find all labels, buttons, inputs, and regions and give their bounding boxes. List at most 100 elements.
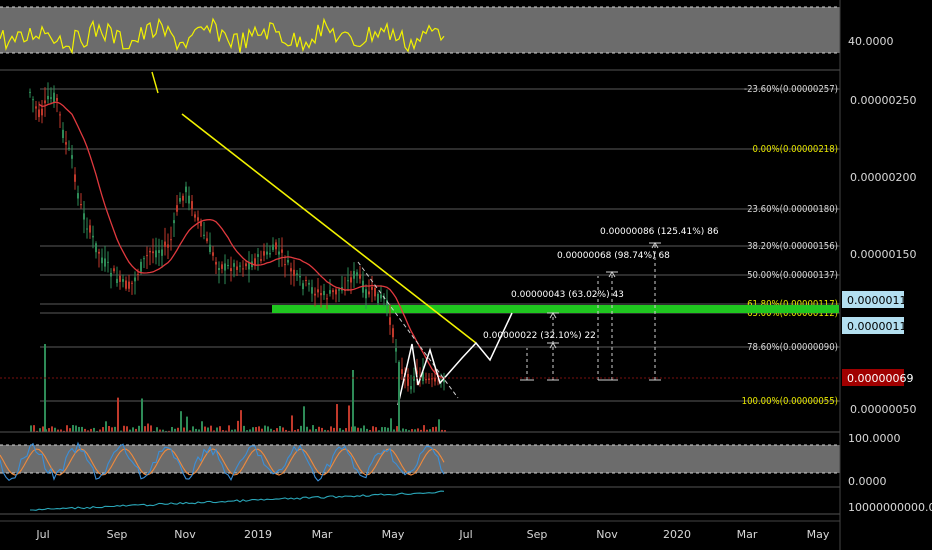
candle-body [269, 253, 271, 255]
volume-bar [342, 429, 344, 432]
time-tick: Sep [527, 528, 548, 541]
volume-bar [189, 430, 191, 432]
volume-bar [78, 426, 80, 432]
volume-bar [354, 426, 356, 432]
stochastic-panel [0, 441, 840, 482]
fib-level-label: 65.00%(0.00000112) [747, 308, 838, 319]
price-tag [842, 317, 904, 334]
candle-body [152, 251, 154, 254]
support-zone[interactable] [272, 305, 839, 313]
volume-bar [33, 425, 35, 432]
candle-body [185, 186, 187, 193]
descending-trendline[interactable] [181, 113, 477, 344]
candle-body [170, 239, 172, 241]
fib-level-label: 50.00%(0.00000137) [747, 270, 838, 281]
dashed-channel-line[interactable] [357, 261, 459, 399]
candle-body [137, 273, 139, 275]
price-tag [842, 369, 904, 386]
volume-bar [132, 427, 134, 432]
candle-body [275, 242, 277, 250]
volume-bar [288, 430, 290, 432]
volume-bar [393, 429, 395, 432]
volume-bar [363, 425, 365, 432]
fibonacci-retracement[interactable]: -23.60%(0.00000257) 0.00%(0.00000218) 23.6… [40, 84, 840, 407]
candle-body [293, 269, 295, 276]
candle-body [278, 251, 280, 255]
candle-body [35, 106, 37, 109]
volume-bar [150, 425, 152, 432]
volume-bar [243, 425, 245, 432]
candle-body [50, 97, 52, 99]
candle-body [434, 377, 436, 382]
volume-bar [141, 398, 143, 432]
candle-body [242, 268, 244, 270]
trendline-fragment[interactable] [151, 71, 159, 94]
volume-bar [306, 426, 308, 432]
candle-body [47, 95, 49, 100]
candle-body [113, 268, 115, 272]
volume-bar [432, 427, 434, 432]
volume-bar [381, 427, 383, 432]
volume-bar [300, 425, 302, 432]
obv-line [30, 490, 445, 511]
volume-bar [398, 362, 400, 432]
volume-bar [39, 428, 41, 432]
candle-body [182, 195, 184, 201]
time-tick: Nov [174, 528, 196, 541]
candle-body [65, 142, 67, 145]
fib-level-label: 78.60%(0.00000090) [747, 342, 838, 353]
volume-bar [165, 430, 167, 432]
candle-body [338, 289, 340, 291]
candle-body [443, 379, 445, 383]
volume-bar [174, 428, 176, 432]
time-axis[interactable]: Jul Sep Nov 2019 Mar May Jul Sep Nov 2020 Mar May [35, 528, 829, 541]
candle-body [44, 100, 46, 104]
candle-body [359, 274, 361, 279]
volume-bar [99, 429, 101, 432]
candle-body [71, 155, 73, 159]
candle-body [56, 98, 58, 101]
fib-level-label: 23.60%(0.00000180) [747, 204, 838, 215]
candle-body [230, 268, 232, 272]
candle-body [74, 174, 76, 182]
candle-body [356, 272, 358, 276]
price-range-measurements[interactable]: 0.00000022 (32.10%) 22 0.00000043 (63.02%… [483, 227, 719, 381]
candle-body [368, 291, 370, 295]
candle-body [350, 277, 352, 283]
volume-bar [57, 429, 59, 432]
volume-bar [378, 430, 380, 432]
candle-body [95, 243, 97, 253]
projected-path[interactable] [397, 312, 513, 406]
price-tag [842, 291, 904, 308]
volume-bar [327, 430, 329, 432]
volume-bar [408, 430, 410, 432]
volume-bar [117, 397, 119, 432]
candle-body [305, 280, 307, 282]
volume-bar [105, 421, 107, 432]
volume-bar [321, 427, 323, 432]
time-tick: Nov [596, 528, 618, 541]
volume-bar [108, 426, 110, 432]
time-tick: 2020 [663, 528, 691, 541]
volume-bar [315, 429, 317, 432]
volume-bar [291, 415, 293, 432]
volume-bar [261, 428, 263, 432]
time-tick: Jul [35, 528, 49, 541]
candle-body [395, 348, 397, 352]
price-tick: 0.00000050 [850, 403, 916, 416]
volume-bar [204, 426, 206, 432]
volume-bar [135, 428, 137, 432]
candle-body [332, 290, 334, 293]
stoch-d-line [0, 448, 445, 476]
time-tick: May [382, 528, 405, 541]
volume-bar [384, 427, 386, 432]
volume-bar [66, 425, 68, 432]
price-axis[interactable]: 0.00000250 0.00000200 0.00000150 0.00000… [850, 94, 916, 416]
candle-body [245, 263, 247, 267]
volume-bar [72, 425, 74, 432]
volume-bar [258, 426, 260, 432]
candle-body [386, 299, 388, 306]
candle-body [131, 282, 133, 284]
volume-bar [213, 430, 215, 432]
